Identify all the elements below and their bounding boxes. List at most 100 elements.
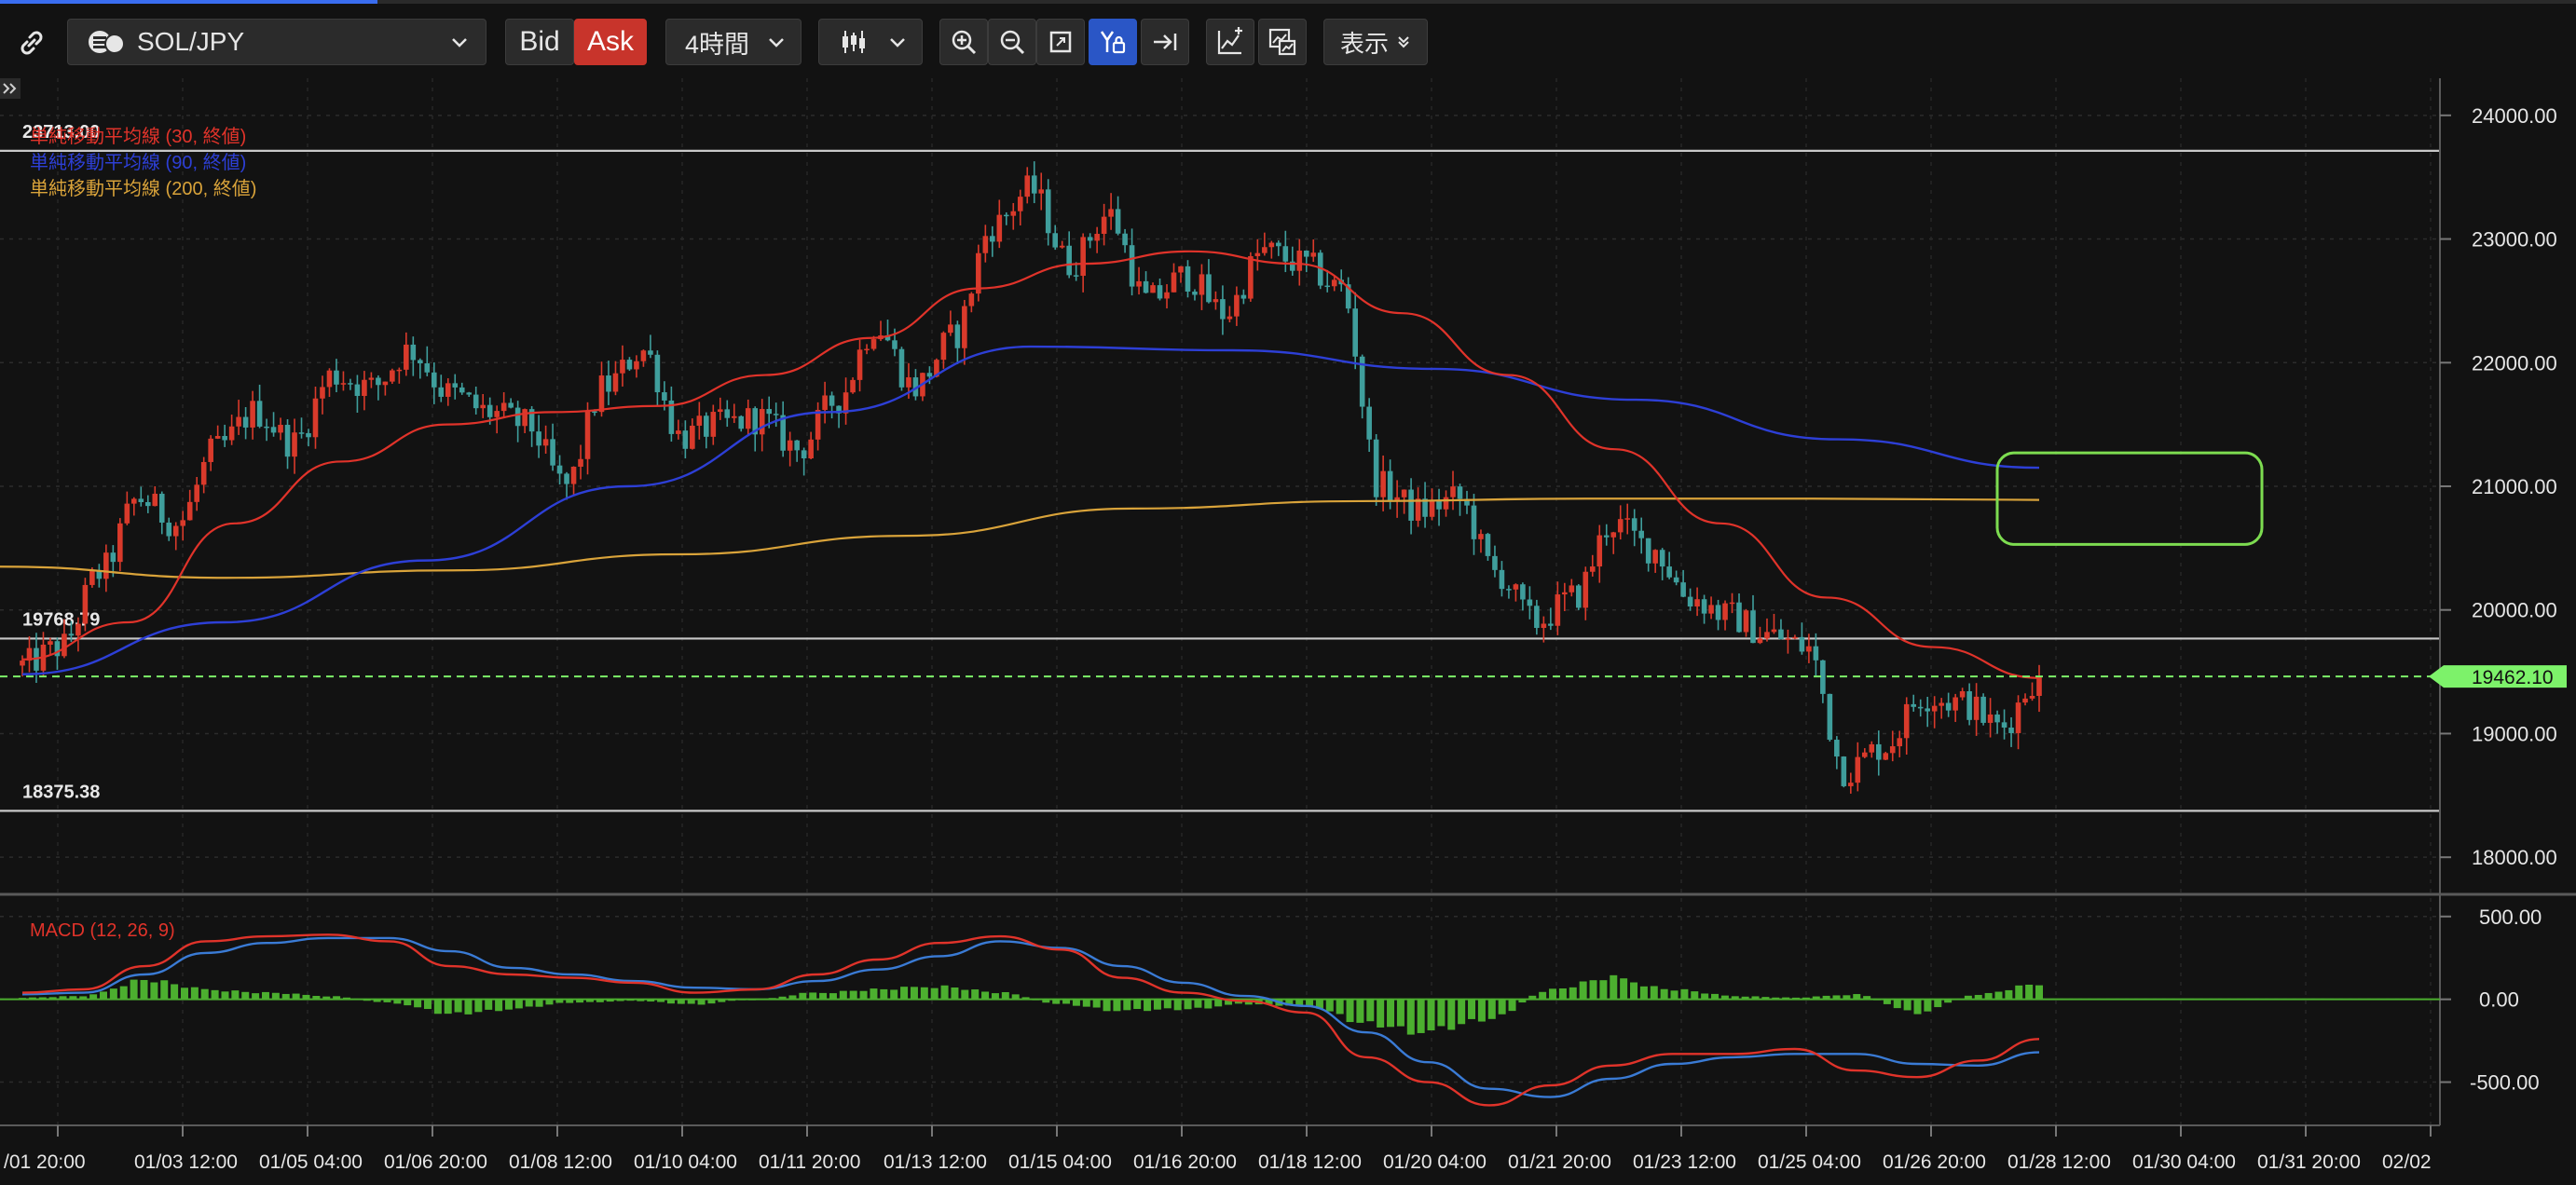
chevron-down-icon [767,33,786,51]
histogram-bar [1336,999,1344,1015]
candle-body [334,370,339,385]
histogram-bar [606,999,614,1002]
candle-body [1603,535,1610,538]
histogram-bar [1924,999,1932,1012]
candle-body [856,349,863,380]
candle-body [1059,245,1065,248]
horizontal-levels[interactable]: 23713.00 19768.79 18375.38 [0,122,2440,812]
chevron-down-icon [888,33,907,51]
histogram-bar [211,989,219,1000]
zoom-in-icon [950,28,978,56]
candle-body [158,494,165,523]
candle-body [194,484,199,502]
candle-body [1701,599,1707,614]
histogram-bar [1092,999,1101,1008]
histogram-bar [474,999,483,1013]
histogram-bar [1569,987,1577,1000]
annotation-rectangle[interactable] [1995,451,2264,546]
candle-body [1226,316,1233,320]
candle-body [1499,569,1505,590]
histogram-bar [1964,995,1972,1000]
histogram-bar [38,997,47,1000]
candle-body [1596,535,1603,567]
histogram-bar [1822,995,1830,1000]
chart-type-selector[interactable] [818,19,923,65]
candle-body [1694,599,1700,606]
candle-body [1478,534,1484,539]
candle-body [884,335,891,341]
histogram-bar [1225,999,1233,1005]
macd-axis[interactable]: 500.00 0.00 -500.00 [2440,906,2542,1095]
candle-body [1401,489,1407,497]
compare-chart-button[interactable] [1258,19,1307,65]
candle-body [864,348,870,351]
candle-body [1038,189,1045,194]
collapse-panel-icon[interactable] [0,78,21,99]
candle-body [1931,705,1938,712]
histogram-bar [637,999,645,1001]
auto-scale-button[interactable] [1089,19,1137,65]
candle-body [1087,237,1093,241]
histogram-bar [1751,996,1760,1000]
histogram-bar [1163,999,1172,1009]
candle-body [1945,702,1952,711]
candle-body [376,377,381,386]
candle-body [940,333,947,361]
zoom-out-button[interactable] [988,19,1036,65]
y-tick-label: 21000.00 [2472,475,2557,498]
candle-body [1045,189,1051,234]
candle-body [1310,252,1317,257]
candle-body [200,461,207,485]
candle-body [787,440,793,451]
candle-body [654,354,661,393]
candle-body [668,400,675,434]
candle-body [117,523,123,563]
x-tick-label: 01/30 04:00 [2132,1151,2236,1173]
candle-body [228,426,235,441]
candle-body [208,438,213,462]
display-menu-button[interactable]: 表示 [1323,19,1428,65]
fit-screen-button[interactable] [1036,19,1085,65]
histogram-bar [241,991,250,1000]
candle-body [1750,610,1756,644]
candle-body [990,236,995,242]
histogram-bar [778,996,787,1000]
candle-body [1792,636,1798,639]
candle-body [1199,274,1205,295]
link-icon[interactable] [11,22,52,63]
candle-body [1645,538,1651,564]
x-tick-label: 01/20 04:00 [1383,1151,1487,1173]
candle-body [696,415,703,426]
display-label: 表示 [1339,29,1389,58]
add-indicator-button[interactable] [1206,19,1254,65]
candle-body [1017,197,1023,211]
candle-body [731,415,737,418]
candle-body [514,407,521,427]
histogram-bar [1103,999,1111,1012]
time-axis[interactable]: /01 20:00 01/03 12:00 01/05 04:00 01/06 20:… [4,1125,2432,1173]
zoom-in-button[interactable] [939,19,988,65]
histogram-bar [89,994,98,1000]
candle-body [1213,299,1219,303]
scroll-to-latest-button[interactable] [1141,19,1189,65]
price-axis[interactable]: 24000.00 23000.00 22000.00 21000.00 20000.00… [2440,104,2557,869]
histogram-bar [495,999,503,1012]
histogram-bar [1843,995,1851,1000]
histogram-bar [809,992,817,1000]
candle-body [431,372,437,388]
candle-body [1429,500,1435,517]
histogram-bar [271,992,280,1000]
candle-body [1052,233,1059,248]
candle-body [1136,280,1142,287]
bid-button[interactable]: Bid [505,19,574,65]
candle-body [20,661,25,666]
candle-body [724,409,731,418]
candle-body [648,350,653,355]
timeframe-selector[interactable]: 4時間 [665,19,802,65]
price-chart[interactable]: 23713.00 19768.79 18375.38 単純移動平均線 (30, 終値… [0,78,2576,1185]
symbol-selector[interactable]: SOL/JPY [67,19,486,65]
candle-body [1548,623,1554,626]
sma200-line [0,497,2040,579]
ask-button[interactable]: Ask [574,19,647,65]
x-tick-label: 01/18 12:00 [1258,1151,1362,1173]
